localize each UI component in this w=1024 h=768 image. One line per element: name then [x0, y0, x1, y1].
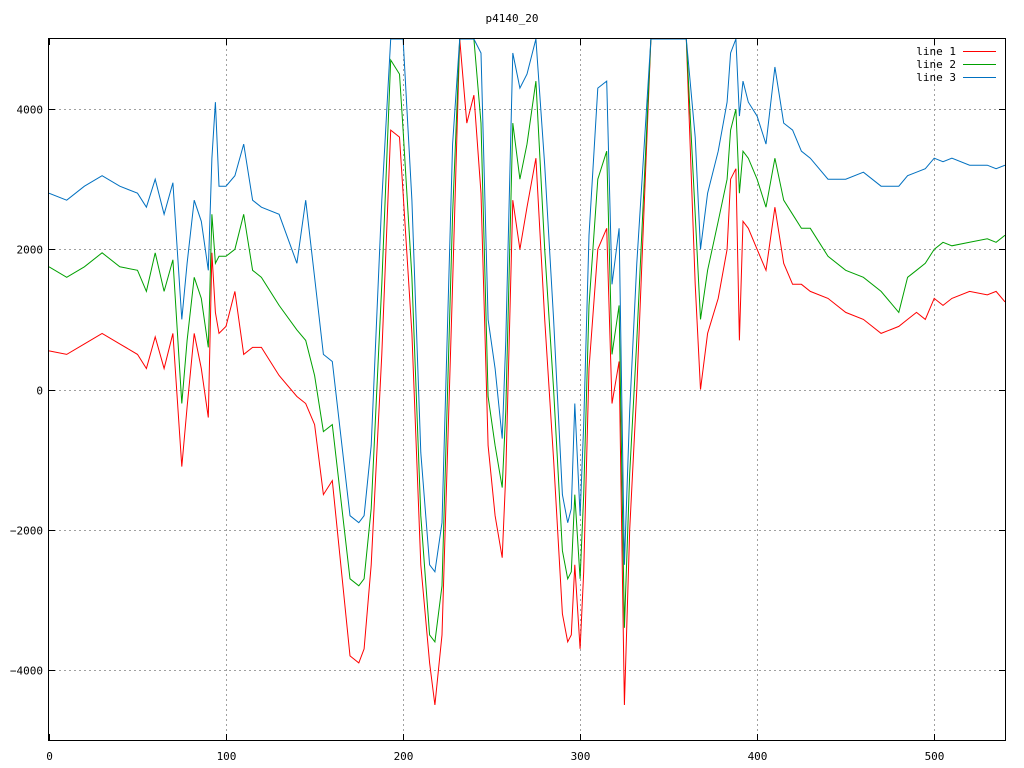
legend-label: line 3: [916, 71, 956, 84]
x-tick-label: 100: [217, 750, 237, 763]
y-tick-label: 4000: [17, 104, 44, 117]
legend-label: line 2: [916, 58, 956, 71]
x-tick-label: 500: [925, 750, 945, 763]
legend-label: line 1: [916, 45, 956, 58]
x-tick-label: 0: [46, 750, 53, 763]
x-tick-label: 200: [394, 750, 414, 763]
x-tick-label: 300: [571, 750, 591, 763]
series-line-1: [49, 39, 1005, 706]
series-layer: [49, 39, 1005, 706]
grid: [49, 39, 1005, 740]
chart-title: p4140_20: [486, 12, 539, 25]
y-tick-label: −4000: [10, 665, 43, 678]
plot-frame: [48, 38, 1006, 741]
y-tick-label: 2000: [17, 244, 44, 257]
y-tick-label: −2000: [10, 525, 43, 538]
x-tick-label: 400: [748, 750, 768, 763]
ticks: [49, 39, 1005, 740]
series-line-2: [49, 39, 1005, 644]
tick-labels: 0 100 200 300 400 500 −4000 −2000 0 2000 4000: [10, 104, 945, 764]
series-line-3: [49, 39, 1005, 574]
y-tick-label: 0: [36, 385, 43, 398]
